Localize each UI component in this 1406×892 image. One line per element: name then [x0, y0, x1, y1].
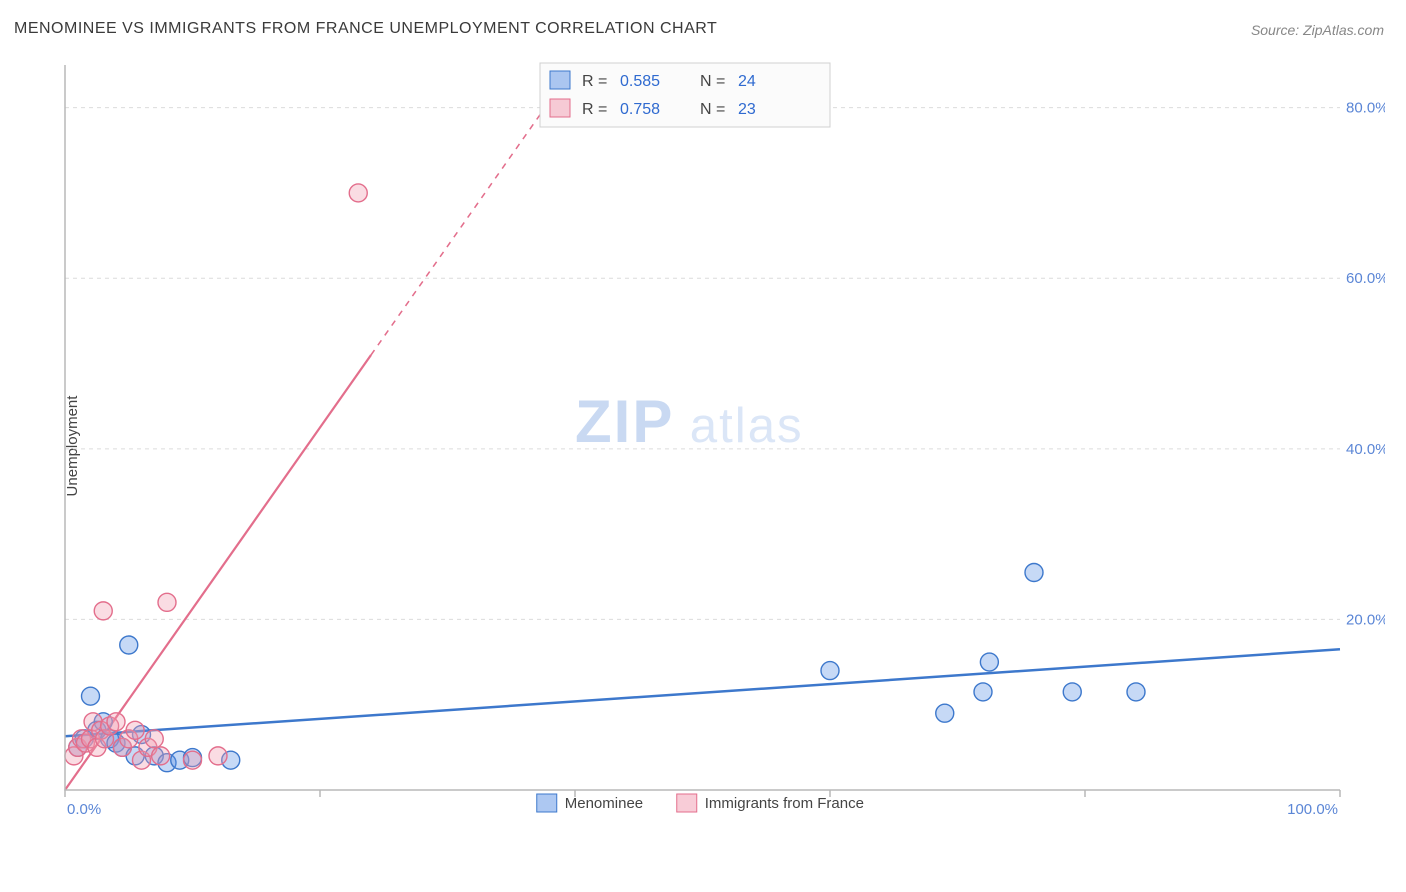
x-ticks	[65, 790, 1340, 797]
data-point	[349, 184, 367, 202]
legend-n-label: N =	[700, 73, 725, 90]
svg-text:ZIP: ZIP	[575, 388, 674, 455]
series-immigrants-from-france	[65, 184, 367, 769]
chart-container: MENOMINEE VS IMMIGRANTS FROM FRANCE UNEM…	[0, 0, 1406, 892]
svg-text:atlas: atlas	[690, 398, 804, 453]
data-point	[980, 653, 998, 671]
data-point	[1025, 564, 1043, 582]
stats-legend: R = 0.585 N = 24 R = 0.758 N = 23	[540, 63, 830, 127]
legend-r-value: 0.585	[620, 73, 660, 90]
source-attribution: Source: ZipAtlas.com	[1251, 22, 1384, 38]
legend-r-value: 0.758	[620, 101, 660, 118]
scatter-chart-svg: 20.0% 40.0% 60.0% 80.0% ZIP atlas 0.0% 100.0% R …	[55, 55, 1385, 835]
legend-n-label: N =	[700, 101, 725, 118]
bottom-legend-swatch	[537, 794, 557, 812]
bottom-legend-label: Immigrants from France	[705, 795, 864, 812]
plot-area: 20.0% 40.0% 60.0% 80.0% ZIP atlas 0.0% 100.0% R …	[55, 55, 1385, 835]
series-menominee	[69, 564, 1145, 772]
y-tick-label: 80.0%	[1346, 100, 1385, 117]
legend-swatch	[550, 71, 570, 89]
legend-r-label: R =	[582, 73, 607, 90]
x-tick-label: 100.0%	[1287, 801, 1338, 818]
chart-title: MENOMINEE VS IMMIGRANTS FROM FRANCE UNEM…	[14, 20, 717, 38]
data-point	[152, 747, 170, 765]
legend-n-value: 23	[738, 101, 756, 118]
gridlines	[65, 108, 1340, 620]
legend-swatch	[550, 99, 570, 117]
data-point	[184, 751, 202, 769]
data-point	[1063, 683, 1081, 701]
data-point	[126, 721, 144, 739]
bottom-legend-swatch	[677, 794, 697, 812]
data-point	[936, 704, 954, 722]
bottom-legend-label: Menominee	[565, 795, 643, 812]
x-tick-label: 0.0%	[67, 801, 101, 818]
bottom-legend: Menominee Immigrants from France	[537, 794, 864, 812]
data-point	[82, 687, 100, 705]
legend-n-value: 24	[738, 73, 756, 90]
data-point	[158, 593, 176, 611]
data-point	[145, 730, 163, 748]
y-tick-label: 20.0%	[1346, 611, 1385, 628]
data-point	[1127, 683, 1145, 701]
trend-line-solid	[65, 649, 1340, 736]
data-point	[974, 683, 992, 701]
legend-r-label: R =	[582, 101, 607, 118]
y-tick-label: 60.0%	[1346, 270, 1385, 287]
data-point	[107, 713, 125, 731]
data-point	[821, 662, 839, 680]
watermark: ZIP atlas	[575, 388, 804, 455]
data-point	[209, 747, 227, 765]
data-point	[94, 602, 112, 620]
data-point	[120, 636, 138, 654]
y-tick-label: 40.0%	[1346, 441, 1385, 458]
